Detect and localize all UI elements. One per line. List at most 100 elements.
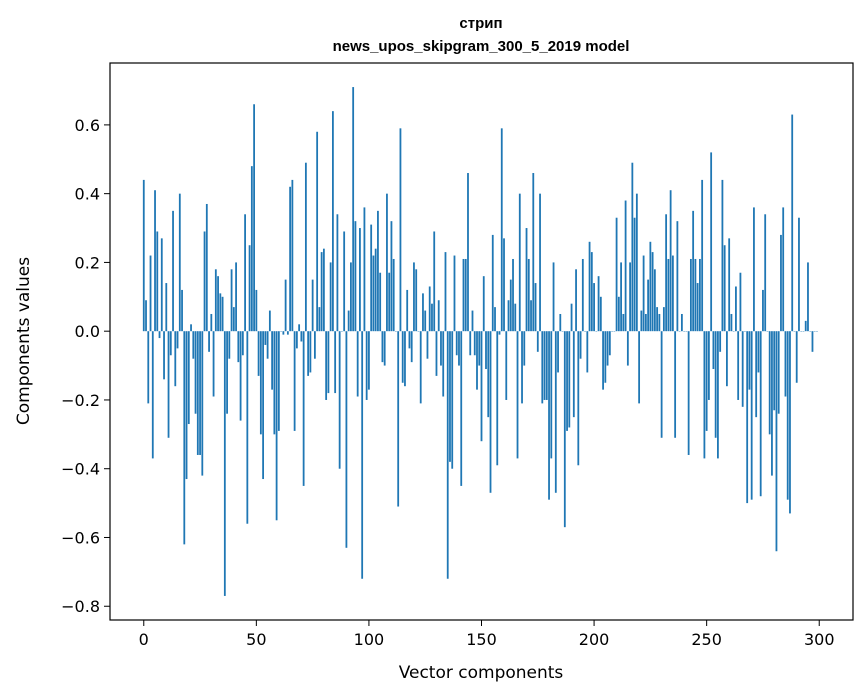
bar [577, 331, 580, 466]
bar [178, 193, 181, 332]
bar [712, 331, 715, 370]
bar [575, 269, 577, 332]
bar [631, 162, 634, 332]
bar [730, 313, 733, 332]
bar [658, 313, 661, 332]
bar [442, 331, 445, 397]
bar [525, 228, 528, 332]
bar [316, 131, 319, 332]
bar [223, 331, 226, 596]
bar [635, 193, 638, 332]
bar [563, 331, 566, 528]
bar [696, 283, 699, 332]
bar [795, 331, 798, 383]
bar [217, 276, 219, 332]
bar [309, 331, 312, 373]
bar [773, 331, 776, 411]
bar [534, 283, 537, 332]
x-tick-label: 100 [354, 630, 385, 649]
bar [651, 252, 654, 332]
bar [620, 262, 622, 332]
bar [750, 331, 753, 500]
bar [530, 300, 532, 332]
bar [433, 231, 436, 332]
bar [460, 331, 463, 486]
bar [235, 262, 237, 332]
bar [708, 331, 710, 400]
bar [356, 331, 359, 397]
bar [726, 331, 728, 387]
x-axis: 0 50 100 150 200 250 300 [139, 620, 835, 649]
bar [633, 217, 636, 332]
bar [473, 331, 476, 356]
bar [266, 331, 269, 359]
x-tick-label: 50 [246, 630, 266, 649]
bar [638, 331, 641, 404]
bar [512, 258, 514, 332]
bar [626, 331, 629, 366]
bar [329, 262, 332, 332]
bar [437, 300, 440, 332]
bar [172, 210, 174, 332]
bar [550, 331, 553, 459]
bar [167, 331, 170, 438]
bar [671, 255, 674, 332]
bar [199, 331, 201, 455]
bar [246, 331, 249, 524]
bar [158, 331, 161, 339]
bar [300, 331, 303, 342]
bar [408, 331, 411, 349]
bar [273, 331, 276, 435]
bar [599, 296, 602, 332]
bar [322, 248, 325, 332]
bar [350, 262, 352, 332]
bar [579, 331, 582, 359]
bar [462, 258, 465, 332]
bar [489, 331, 492, 493]
y-axis-label: Components values [14, 257, 34, 425]
bar [338, 331, 341, 469]
y-tick-label: −0.2 [61, 391, 100, 410]
bar [521, 331, 523, 404]
bar [332, 111, 334, 332]
bar [669, 190, 672, 332]
bar [541, 331, 544, 404]
bar [487, 331, 490, 418]
bar [232, 307, 235, 332]
bar [262, 331, 264, 480]
bar [667, 258, 670, 332]
bar [185, 331, 188, 480]
bar [435, 331, 438, 376]
bar [719, 331, 722, 352]
bar [649, 241, 652, 332]
bar [694, 258, 697, 332]
bar [653, 269, 656, 332]
bar [482, 276, 485, 332]
bar [293, 331, 296, 431]
bar [284, 279, 287, 332]
bar [728, 238, 731, 332]
bar [381, 331, 384, 363]
bar [219, 293, 222, 332]
bar [606, 331, 609, 366]
bar [370, 224, 373, 332]
bar [647, 279, 650, 332]
bar [145, 300, 147, 332]
bar [755, 331, 758, 418]
bar [676, 221, 679, 332]
bar [656, 307, 659, 332]
bar [572, 331, 575, 418]
x-tick-label: 250 [691, 630, 722, 649]
bar [566, 331, 568, 431]
bar [771, 331, 773, 476]
bar [248, 245, 251, 332]
bar [410, 331, 413, 363]
bar [444, 252, 447, 332]
y-tick-label: 0.0 [75, 322, 100, 341]
bar [354, 221, 357, 332]
bar [352, 87, 355, 332]
bar [187, 331, 190, 425]
bar [644, 313, 647, 332]
